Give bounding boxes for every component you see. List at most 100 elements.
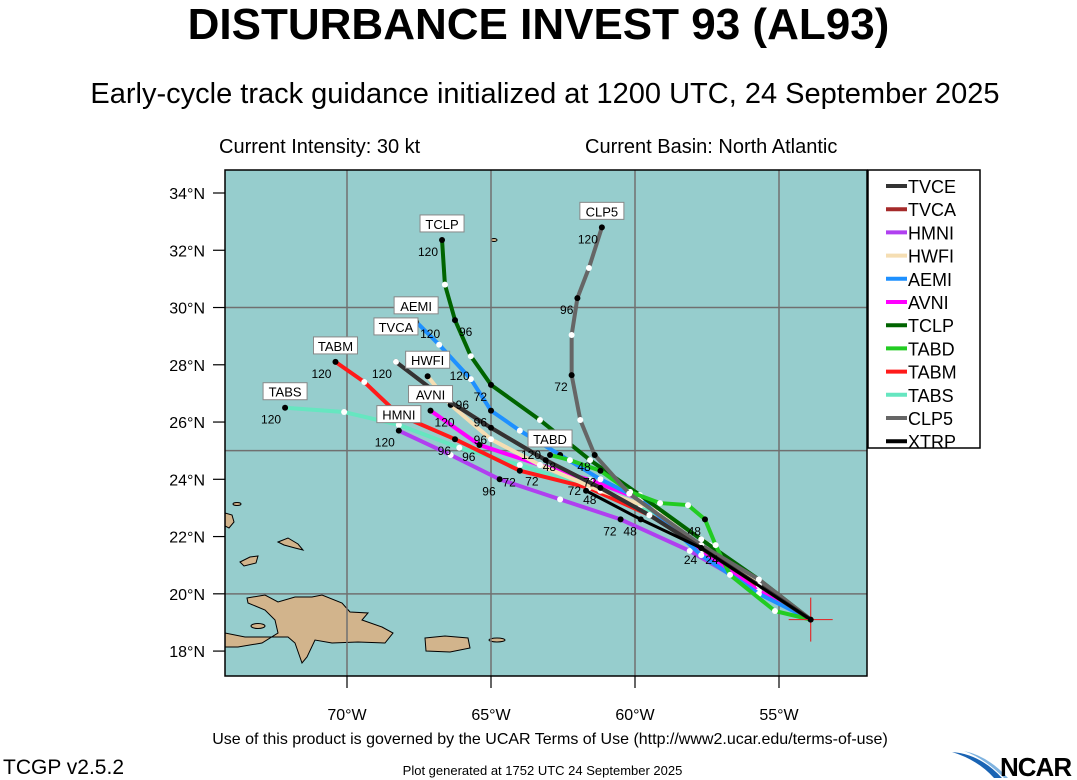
- forecast-hour-label: 96: [474, 416, 488, 430]
- track-line: [585, 489, 812, 621]
- forecast-point: [542, 457, 549, 464]
- caicos-small: [232, 502, 242, 506]
- lat-tick-label: 18°N: [169, 644, 205, 661]
- forecast-point: [282, 404, 289, 411]
- forecast-point: [597, 476, 604, 483]
- forecast-hour-label: 72: [474, 390, 488, 404]
- legend-item-hmni: HMNI: [886, 223, 954, 243]
- forecast-point: [536, 461, 543, 468]
- forecast-point: [698, 552, 705, 559]
- legend-label: XTRP: [908, 432, 956, 452]
- forecast-point: [452, 436, 458, 443]
- forecast-point: [574, 295, 581, 302]
- grid-lines: [225, 170, 867, 676]
- track-end-label-box: [262, 382, 308, 401]
- forecast-point: [392, 358, 399, 365]
- lon-tick-label: 55°W: [759, 707, 799, 724]
- forecast-point: [698, 545, 705, 552]
- track-end-label: AEMI: [400, 299, 432, 314]
- legend-item-xtrp: XTRP: [886, 432, 956, 452]
- legend-label: TCLP: [908, 316, 954, 336]
- legend-item-tvca: TVCA: [886, 200, 956, 220]
- forecast-hour-label: 96: [462, 450, 476, 464]
- forecast-point: [516, 467, 523, 474]
- ncar-logo-swoosh: [952, 751, 1008, 778]
- track-end-label: TVCA: [379, 320, 414, 335]
- forecast-point: [637, 516, 644, 523]
- forecast-hour-label: 96: [560, 303, 574, 317]
- forecast-point: [436, 341, 443, 348]
- track-end-label: HMNI: [382, 408, 415, 423]
- forecast-hour-label: 48: [623, 524, 637, 538]
- lon-tick-label: 70°W: [327, 707, 367, 724]
- current-intensity: Current Intensity: 30 kt: [219, 136, 421, 158]
- forecast-point: [698, 536, 705, 543]
- track-end-label-avni: AVNI: [408, 385, 454, 404]
- forecast-point: [712, 542, 719, 549]
- legend-label: AEMI: [908, 270, 952, 290]
- forecast-point: [585, 265, 592, 272]
- track-end-label-box: [393, 296, 439, 315]
- forecast-hour-label: 48: [688, 524, 702, 538]
- legend-label: HWFI: [908, 247, 954, 267]
- lat-tick-label: 20°N: [169, 587, 205, 604]
- page-subtitle: Early-cycle track guidance initialized a…: [90, 78, 1000, 110]
- version-label: TCGP v2.5.2: [3, 756, 124, 779]
- legend-label: HMNI: [908, 223, 954, 243]
- forecast-hour-label: 120: [418, 245, 438, 259]
- bermuda: [490, 238, 498, 242]
- legend-label: TVCA: [908, 200, 956, 220]
- forecast-hour-label: 120: [261, 413, 281, 427]
- forecast-hour-label: 120: [435, 416, 455, 430]
- track-end-label-tclp: TCLP: [419, 214, 465, 233]
- forecast-point: [516, 461, 523, 468]
- forecast-hour-label: 96: [438, 444, 452, 458]
- track-end-label-tabm: TABM: [312, 336, 358, 355]
- lat-tick-label: 28°N: [169, 358, 205, 375]
- legend-item-clp5: CLP5: [886, 409, 953, 429]
- lat-tick-label: 34°N: [169, 186, 205, 203]
- forecast-hour-label: 120: [311, 367, 331, 381]
- forecast-point: [439, 236, 446, 243]
- forecast-hour-label: 48: [583, 493, 597, 507]
- track-end-label: CLP5: [586, 204, 619, 219]
- lat-tick-label: 22°N: [169, 530, 205, 547]
- axes: 18°N 20°N 22°N 24°N 26°N 28°N 30°N 32°N 34°N 70°W…: [169, 186, 799, 724]
- forecast-tracks: [282, 224, 812, 622]
- forecast-point: [646, 512, 653, 519]
- track-end-label-box: [312, 336, 358, 355]
- forecast-point: [557, 496, 564, 503]
- track-end-label: TABM: [318, 339, 353, 354]
- forecast-point: [598, 224, 605, 231]
- lat-tick-label: 26°N: [169, 415, 205, 432]
- forecast-hour-label: 48: [543, 460, 557, 474]
- puerto-rico: [424, 635, 471, 653]
- forecast-hour-label: 120: [375, 436, 395, 450]
- forecast-hour-label: 24: [684, 553, 698, 567]
- forecast-hour-label: 96: [474, 433, 488, 447]
- track-end-label-hwfi: HWFI: [405, 350, 451, 369]
- legend-item-tabs: TABS: [886, 386, 954, 406]
- forecast-point: [771, 607, 778, 614]
- forecast-point: [566, 457, 573, 464]
- legend-item-hwfi: HWFI: [886, 247, 954, 267]
- tortuga: [250, 623, 266, 629]
- forecast-hour-label: 120: [578, 232, 598, 246]
- forecast-point: [488, 381, 494, 388]
- legend-item-tabm: TABM: [886, 363, 957, 383]
- lat-tick-label: 32°N: [169, 243, 205, 260]
- forecast-hour-label: 24: [705, 553, 719, 567]
- forecast-point: [547, 451, 554, 458]
- track-end-label-clp5: CLP5: [579, 201, 625, 220]
- forecast-point: [488, 407, 494, 414]
- track-end-label-box: [419, 214, 465, 233]
- forecast-point: [467, 353, 474, 360]
- lat-tick-label: 24°N: [169, 472, 205, 489]
- map-frame: [224, 169, 868, 677]
- track-line: [429, 408, 812, 622]
- track-end-label: AVNI: [416, 388, 445, 403]
- forecast-point: [568, 332, 575, 339]
- forecast-point: [686, 547, 693, 554]
- legend-label: TVCE: [908, 177, 956, 197]
